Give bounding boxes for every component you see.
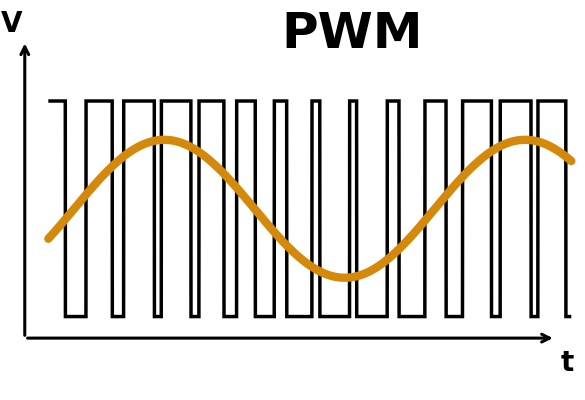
Text: PWM: PWM [281, 10, 422, 58]
Text: t: t [560, 349, 574, 377]
Text: V: V [1, 10, 22, 38]
